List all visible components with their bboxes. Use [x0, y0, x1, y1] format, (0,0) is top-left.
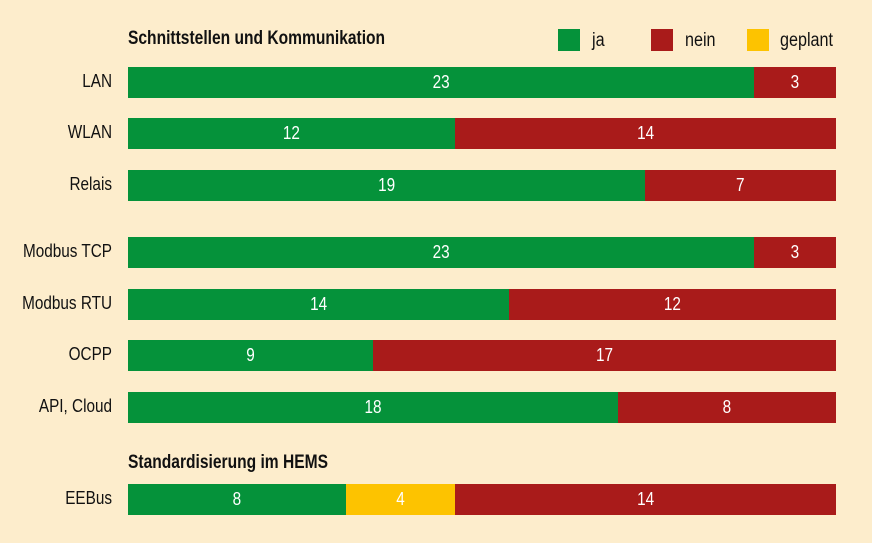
bar-segment-nein	[373, 340, 836, 371]
data-label: 8	[722, 397, 732, 417]
category-label: WLAN	[67, 122, 112, 142]
data-label: 18	[364, 397, 382, 417]
bar-segment-ja	[128, 118, 455, 149]
legend-label-nein: nein	[685, 30, 716, 51]
bar-segment-ja	[128, 67, 755, 98]
section-title-interfaces: Schnittstellen und Kommunikation	[128, 28, 386, 49]
legend-label-ja: ja	[592, 30, 605, 51]
data-label: 3	[790, 242, 800, 262]
bar-segment-ja	[128, 289, 510, 320]
data-label: 12	[664, 294, 682, 314]
bar-segment-nein	[618, 392, 836, 423]
bar-segment-nein	[454, 118, 836, 149]
bar-segment-nein	[754, 67, 836, 98]
data-label: 9	[246, 345, 255, 365]
bar-segment-ja	[128, 237, 755, 268]
data-label: 23	[432, 72, 450, 92]
category-label: Modbus TCP	[22, 241, 113, 261]
legend-label-geplant: geplant	[780, 30, 833, 51]
data-label: 14	[310, 294, 328, 314]
data-label: 17	[596, 345, 614, 365]
data-label: 14	[636, 489, 654, 509]
data-label: 7	[736, 175, 745, 195]
bar-segment-ja	[128, 340, 374, 371]
legend-swatch-geplant	[747, 29, 769, 51]
data-label: 19	[378, 175, 396, 195]
category-label: Relais	[69, 174, 112, 194]
data-label: 4	[396, 489, 405, 509]
section-title-hems: Standardisierung im HEMS	[128, 452, 328, 473]
bar-segment-nein	[454, 484, 836, 515]
bar-segment-ja	[128, 392, 619, 423]
bar-segment-nein	[509, 289, 836, 320]
bar-segment-nein	[645, 170, 836, 201]
bar-segment-ja	[128, 484, 346, 515]
category-label: API, Cloud	[38, 396, 113, 416]
bar-segment-ja	[128, 170, 646, 201]
category-label: EEBus	[65, 488, 112, 508]
bar-segment-geplant	[345, 484, 455, 515]
data-label: 23	[432, 242, 450, 262]
data-label: 12	[282, 123, 300, 143]
bar-segment-nein	[754, 237, 836, 268]
category-label: Modbus RTU	[22, 293, 113, 313]
data-label: 3	[790, 72, 800, 92]
legend-swatch-ja	[558, 29, 580, 51]
data-label: 8	[232, 489, 242, 509]
category-label: LAN	[82, 71, 112, 91]
data-label: 14	[636, 123, 654, 143]
legend-swatch-nein	[651, 29, 673, 51]
category-label: OCPP	[68, 344, 112, 364]
